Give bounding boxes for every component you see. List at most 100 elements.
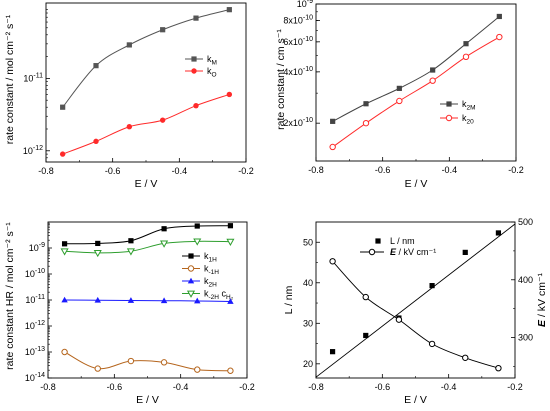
y-tick-label: 10-9 — [297, 0, 313, 9]
data-point-k1H — [227, 223, 234, 229]
data-point-k2M — [430, 67, 436, 73]
x-tick-label: -0.2 — [239, 382, 255, 392]
y-axis-label-left: L / nm — [283, 285, 295, 314]
legend-marker — [445, 114, 453, 122]
data-point-k-1H — [160, 359, 168, 366]
y-tick-label-right: 500 — [518, 217, 533, 227]
legend-marker-E — [368, 248, 376, 256]
y-tick-label-right: 400 — [518, 275, 533, 285]
legend-label-kM: kM — [207, 54, 217, 67]
y-tick-label-left: 30 — [303, 318, 313, 328]
plot-frame — [45, 2, 247, 163]
x-tick-label: -0.8 — [40, 382, 56, 392]
data-point-k20 — [462, 53, 470, 61]
data-point-E — [462, 354, 469, 361]
data-point-kM — [126, 42, 132, 48]
legend-label-k2H: k2H — [204, 276, 217, 289]
x-tick-label: -0.2 — [507, 382, 523, 392]
data-point-kO — [59, 151, 66, 157]
chart-panel-top-right: 2x10-10 4x10-10 6x10-10 8x10-10 10-9 -0.8 -0.6… — [275, 0, 524, 190]
data-point-k2M — [363, 101, 369, 107]
data-point-L — [329, 349, 336, 355]
chart-panel-bottom-right: 20 30 40 50 300 400 500 -0.8 -0.6 -0.4 -0.2 E / V L … — [283, 217, 548, 406]
x-tick-label: -0.6 — [375, 165, 391, 175]
y-tick-label: 10-12 — [23, 145, 43, 156]
data-point-k-2H cH2 — [193, 238, 202, 246]
data-point-k2H — [160, 297, 168, 304]
data-point-kO — [226, 91, 233, 98]
data-point-k-2H cH2 — [126, 248, 135, 256]
data-point-E — [428, 340, 436, 348]
x-tick-label: -0.4 — [172, 166, 188, 176]
data-point-k2M — [330, 118, 336, 124]
data-point-k20 — [496, 33, 503, 41]
x-tick-label: -0.6 — [375, 382, 391, 392]
data-point-k-2H cH2 — [226, 238, 235, 247]
data-point-k-1H — [194, 366, 201, 373]
data-point-k20 — [396, 97, 403, 105]
data-point-kM — [160, 27, 166, 33]
series-line-k1H — [64, 225, 231, 245]
x-axis-label: E / V — [405, 178, 428, 190]
data-point-k20 — [329, 143, 336, 151]
series-line-k2H — [64, 299, 231, 302]
series-line-kO — [62, 93, 230, 155]
x-axis-label: E / V — [136, 394, 159, 406]
data-point-L — [462, 249, 468, 255]
x-tick-label: -0.2 — [508, 165, 524, 175]
data-point-kO — [126, 124, 133, 130]
data-point-k20 — [362, 119, 370, 127]
legend-label-kO: kO — [207, 66, 217, 79]
y-tick-label: 10-14 — [25, 372, 45, 383]
y-tick-label: 10-11 — [23, 72, 43, 83]
legend-marker — [188, 253, 194, 259]
legend-label-L: L / nm — [390, 236, 415, 246]
x-tick-label: -0.8 — [38, 166, 54, 176]
data-point-k2H — [94, 296, 101, 303]
legend-label-E: E / kV cm⁻¹ — [390, 247, 436, 257]
y-tick-label: 10-13 — [25, 346, 45, 357]
y-tick-label: 10-11 — [25, 294, 45, 305]
y-tick-label-left: 20 — [303, 359, 313, 369]
chart-panel-top-left: 10-12 10-11 -0.8 -0.6 -0.4 -0.2 E / V rate cons… — [4, 2, 254, 190]
series-line-kM — [62, 9, 230, 108]
legend-label-k-1H: k-1H — [204, 264, 219, 277]
data-point-kO — [159, 117, 166, 123]
y-axis-label: rate constant HR / mol cm⁻² s⁻¹ — [4, 222, 16, 370]
data-point-kM — [193, 15, 199, 21]
y-axis-label-right: E / kV cm⁻¹ — [536, 273, 548, 327]
data-point-kM — [226, 7, 232, 13]
data-point-k1H — [194, 223, 200, 229]
legend-label-k1H: k1H — [204, 251, 217, 264]
x-tick-label: -0.8 — [308, 165, 324, 175]
data-point-k-2H cH2 — [160, 240, 169, 248]
y-axis-label: rate constant / cm s⁻¹ — [275, 29, 287, 130]
y-tick-label-left: 50 — [303, 237, 313, 247]
x-tick-label: -0.6 — [105, 166, 121, 176]
y-tick-label-right: 300 — [518, 333, 533, 343]
legend-marker — [446, 101, 452, 107]
data-point-k2H — [227, 298, 234, 304]
legend-marker — [191, 68, 197, 74]
x-tick-label: -0.2 — [238, 166, 254, 176]
data-point-k-2H cH2 — [60, 248, 69, 256]
legend-marker-L — [375, 238, 381, 244]
y-tick-label: 10-9 — [29, 242, 45, 253]
data-point-kO — [193, 102, 199, 109]
data-point-k2M — [496, 13, 502, 20]
data-point-kM — [60, 104, 66, 110]
data-point-k-1H — [127, 357, 135, 365]
data-point-k1H — [128, 238, 134, 244]
x-axis-label: E / V — [135, 178, 158, 190]
data-point-k1H — [95, 240, 101, 247]
data-point-L — [363, 332, 369, 339]
data-point-L — [495, 230, 502, 236]
legend-marker — [191, 56, 197, 62]
data-point-k-1H — [61, 348, 68, 356]
data-point-E — [362, 293, 369, 301]
data-point-k20 — [429, 77, 436, 84]
fit-line — [315, 223, 516, 378]
legend-label-k2M: k2M — [462, 99, 476, 112]
data-point-E — [329, 258, 336, 265]
